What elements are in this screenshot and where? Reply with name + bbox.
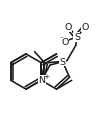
Text: S: S [74,33,80,42]
Text: N: N [38,76,45,85]
Text: O: O [61,37,69,46]
Text: S: S [59,57,65,66]
Text: O: O [82,23,89,32]
Text: +: + [43,74,50,80]
Text: ⁻: ⁻ [59,34,64,43]
Text: O: O [64,23,72,32]
